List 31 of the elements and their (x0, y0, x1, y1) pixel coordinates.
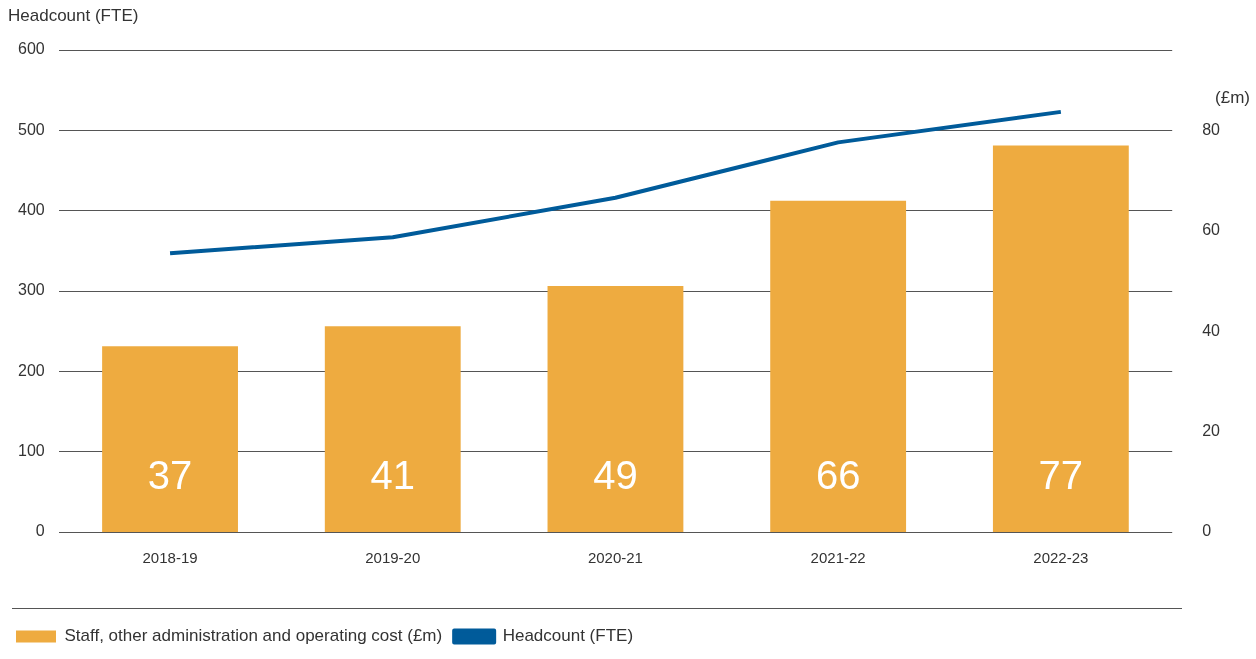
y-tick-label: 500 (17, 120, 45, 138)
y-tick-label: 600 (17, 40, 45, 58)
data-label: 41 (370, 453, 415, 498)
y-tick-label: 200 (17, 361, 45, 379)
bar (547, 285, 684, 532)
x-tick-label: 2018-19 (142, 549, 198, 567)
data-label: 66 (815, 453, 861, 498)
y-tick-label: 400 (17, 201, 45, 219)
y-axis-title: Headcount (FTE) (8, 6, 139, 26)
y-tick-label: 300 (17, 281, 45, 299)
y2-tick-label: 40 (1202, 321, 1221, 339)
y-tick-label: 100 (17, 442, 45, 460)
data-label: 49 (593, 453, 638, 498)
bar (324, 326, 461, 532)
data-label: 37 (147, 453, 193, 498)
data-label: 77 (1038, 453, 1084, 498)
y2-tick-label: 80 (1202, 120, 1221, 138)
legend-label: Staff, other administration and operating cost (£m) (64, 626, 443, 646)
x-tick-label: 2022-23 (1033, 549, 1089, 567)
y2-tick-label: 60 (1202, 221, 1221, 239)
y2-tick-label: 20 (1202, 421, 1221, 439)
x-tick-label: 2019-20 (365, 549, 421, 567)
bar (102, 346, 238, 532)
bar (992, 145, 1129, 532)
x-tick-label: 2021-22 (810, 549, 866, 567)
y-tick-label: 0 (35, 522, 45, 540)
bar (770, 200, 907, 532)
x-tick-label: 2020-21 (587, 549, 643, 567)
y2-axis-title: (£m) (1215, 88, 1250, 108)
legend-label: Headcount (FTE) (502, 626, 634, 646)
y2-tick-label: 0 (1202, 522, 1212, 540)
